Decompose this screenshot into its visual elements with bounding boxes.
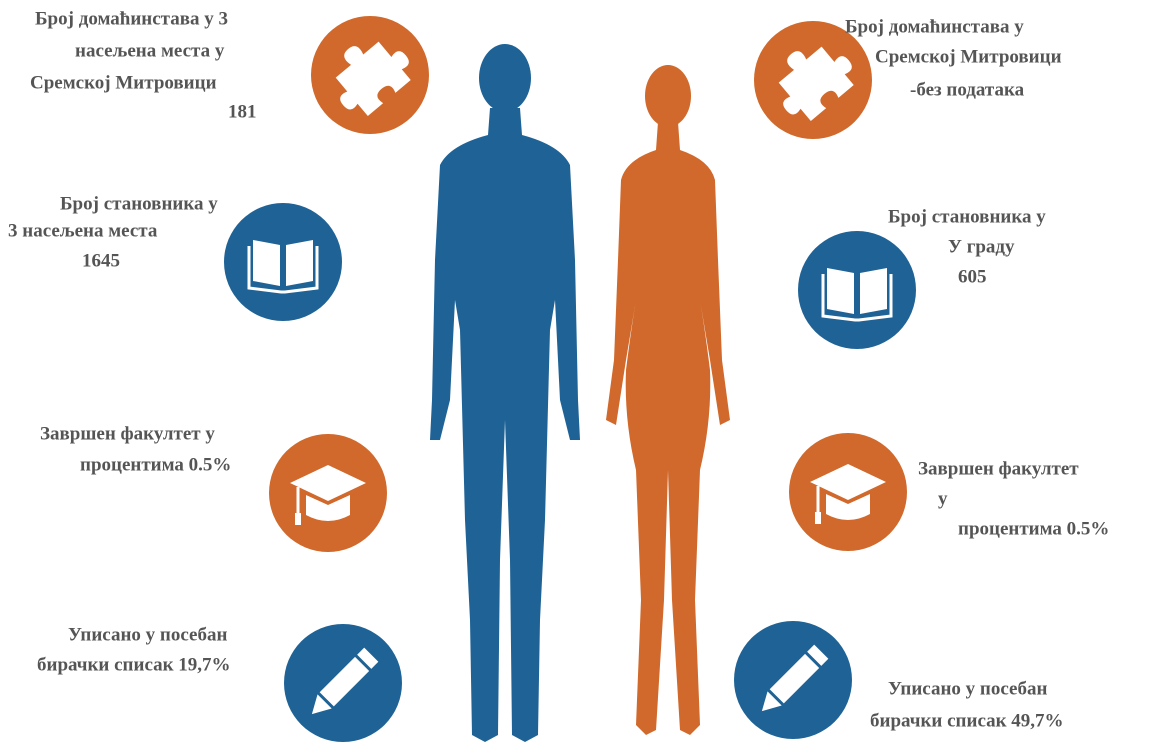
- female-silhouette: [606, 65, 730, 735]
- label-line: Сремској Митровици: [875, 46, 1062, 67]
- label-line: Завршен факултет у: [40, 423, 215, 444]
- label-line: -без података: [910, 79, 1025, 100]
- label-line: процентима 0.5%: [80, 454, 231, 475]
- label-line: Завршен факултет: [918, 458, 1079, 479]
- label-line: Уписано у посебан: [68, 624, 227, 645]
- label-line: процентима 0.5%: [958, 518, 1109, 539]
- male-silhouette: [430, 44, 580, 742]
- infographic: Број домаћинстава у 3 насељена места у С…: [0, 0, 1166, 751]
- icon-circle: [224, 203, 342, 321]
- label-line: Број домаћинстава у: [845, 16, 1024, 37]
- label-line: у: [938, 488, 948, 509]
- icon-circle: [798, 231, 916, 349]
- label-line: 605: [958, 266, 987, 287]
- label-line: Уписано у посебан: [888, 678, 1047, 699]
- page: {"left": [ {"lines": ["Број домаћинстава…: [0, 0, 1166, 751]
- label-line: 1645: [82, 250, 120, 271]
- label-line: бирачки списак 19,7%: [37, 654, 231, 675]
- label-line: У граду: [948, 236, 1015, 257]
- label-line: насељена места у: [75, 40, 225, 61]
- label-line: Број домаћинстава у 3: [35, 8, 228, 29]
- label-line: 181: [228, 101, 257, 122]
- label-line: Број становника у: [888, 206, 1046, 227]
- label-line: Број становника у: [60, 193, 218, 214]
- label-line: 3 насељена места: [8, 220, 158, 241]
- label-line: Сремској Митровици: [30, 72, 217, 93]
- label-line: бирачки списак 49,7%: [870, 710, 1064, 731]
